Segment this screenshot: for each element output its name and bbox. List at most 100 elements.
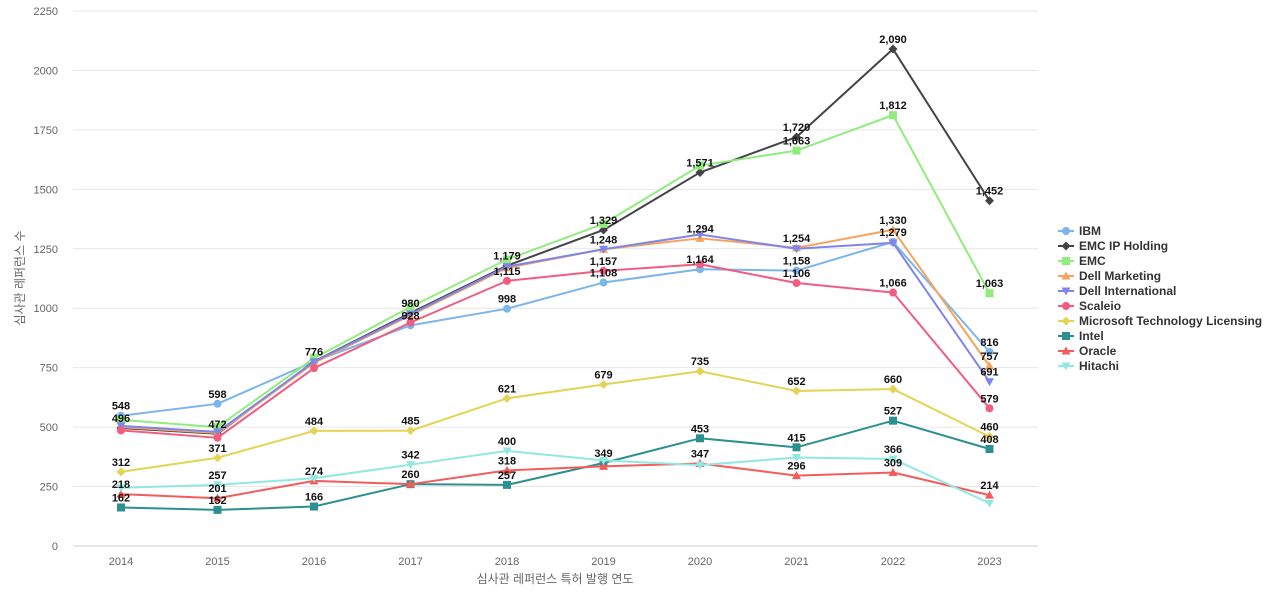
legend-label: Dell Marketing — [1079, 269, 1161, 283]
data-point — [406, 318, 415, 327]
data-labels: 5484963122181625984723712572011527764842… — [112, 34, 1003, 507]
series-oracle — [116, 458, 994, 502]
legend-item-ibm[interactable]: IBM — [1058, 224, 1101, 238]
data-label: 776 — [305, 346, 323, 358]
x-tick-label: 2015 — [205, 556, 229, 568]
data-label: 2,090 — [879, 34, 907, 46]
data-label: 309 — [884, 458, 902, 470]
legend-item-emc-ip-holding[interactable]: EMC IP Holding — [1058, 239, 1168, 253]
data-label: 1,248 — [590, 234, 618, 246]
data-point — [406, 310, 415, 319]
data-point — [889, 288, 897, 297]
data-label: 735 — [691, 356, 709, 368]
y-tick-label: 750 — [40, 363, 58, 375]
legend-label: Microsoft Technology Licensing — [1079, 314, 1262, 328]
data-label: 347 — [691, 448, 709, 460]
data-point — [985, 378, 994, 387]
legend-item-dell-international[interactable]: Dell International — [1058, 284, 1176, 298]
legend-item-scaleio[interactable]: Scaleio — [1058, 299, 1121, 313]
data-point — [502, 465, 512, 474]
legend-marker — [1061, 271, 1071, 280]
series-line-dell-international — [120, 233, 991, 433]
data-point — [310, 502, 318, 511]
legend-label: Intel — [1079, 329, 1104, 343]
data-point — [696, 434, 704, 443]
data-point — [503, 480, 511, 489]
data-point — [889, 416, 897, 425]
data-point — [503, 276, 511, 285]
legend-item-hitachi[interactable]: Hitachi — [1058, 359, 1119, 373]
data-label: 400 — [498, 436, 516, 448]
data-point — [213, 481, 222, 490]
data-point — [888, 225, 898, 234]
data-label: 1,164 — [686, 254, 714, 266]
legend-label: IBM — [1079, 224, 1101, 238]
data-label: 1,254 — [783, 233, 811, 245]
data-point — [599, 461, 608, 470]
series-microsoft-technology-licensing — [116, 366, 994, 477]
legend-item-microsoft-technology-licensing[interactable]: Microsoft Technology Licensing — [1058, 314, 1262, 328]
data-label: 928 — [401, 310, 419, 322]
data-point — [117, 426, 125, 435]
data-label: 166 — [305, 492, 323, 504]
data-point — [502, 447, 512, 456]
data-label: 679 — [594, 370, 612, 382]
x-axis-title: 심사관 레퍼런스 특허 발행 연도 — [477, 571, 634, 586]
data-label: 1,294 — [686, 223, 714, 235]
legend-label: Scaleio — [1079, 299, 1121, 313]
data-label: 1,063 — [976, 278, 1004, 290]
data-point — [985, 432, 994, 442]
data-point — [406, 426, 415, 436]
series-line-emc — [120, 114, 991, 429]
series-line-oracle — [120, 462, 990, 500]
x-tick-label: 2018 — [495, 556, 519, 568]
legend-label: EMC — [1079, 254, 1106, 268]
legend-marker — [1062, 332, 1070, 340]
series-line-intel — [120, 419, 990, 511]
data-label: 408 — [980, 434, 998, 446]
legend-item-oracle[interactable]: Oracle — [1058, 344, 1117, 358]
data-point — [792, 386, 801, 396]
data-label: 312 — [112, 457, 130, 469]
legend-item-intel[interactable]: Intel — [1058, 329, 1104, 343]
legend-label: Oracle — [1079, 344, 1117, 358]
data-point — [309, 358, 319, 367]
data-label: 349 — [594, 448, 612, 460]
legend-item-dell-marketing[interactable]: Dell Marketing — [1058, 269, 1161, 283]
series-line-ibm — [120, 240, 991, 417]
data-label: 527 — [884, 406, 902, 418]
y-tick-label: 1000 — [34, 303, 58, 315]
series-lines — [116, 44, 994, 514]
legend-marker — [1062, 227, 1070, 235]
x-tick-label: 2020 — [688, 556, 712, 568]
data-label: 1,812 — [879, 100, 907, 112]
data-point — [213, 505, 222, 514]
data-point — [213, 493, 222, 502]
data-point — [985, 361, 994, 370]
legend-marker — [1061, 362, 1071, 371]
data-point — [116, 467, 126, 477]
data-point — [792, 443, 801, 452]
data-point — [310, 354, 318, 363]
data-point — [695, 231, 705, 240]
data-point — [985, 404, 994, 413]
data-point — [792, 266, 801, 275]
data-point — [695, 167, 705, 177]
data-point — [888, 455, 898, 464]
y-tick-label: 0 — [52, 541, 58, 553]
data-point — [888, 239, 898, 248]
data-label: 660 — [884, 374, 902, 386]
data-label: 998 — [498, 294, 516, 306]
data-point — [985, 289, 994, 298]
y-tick-label: 1500 — [34, 184, 58, 196]
data-label: 371 — [208, 443, 226, 455]
legend-item-emc[interactable]: EMC — [1058, 254, 1106, 268]
legend-label: Dell International — [1079, 284, 1176, 298]
x-tick-label: 2021 — [784, 556, 808, 568]
data-label: 460 — [980, 422, 998, 434]
y-tick-label: 2000 — [34, 65, 58, 77]
data-label: 257 — [208, 470, 226, 482]
data-label: 484 — [305, 416, 324, 428]
data-point — [792, 454, 801, 463]
